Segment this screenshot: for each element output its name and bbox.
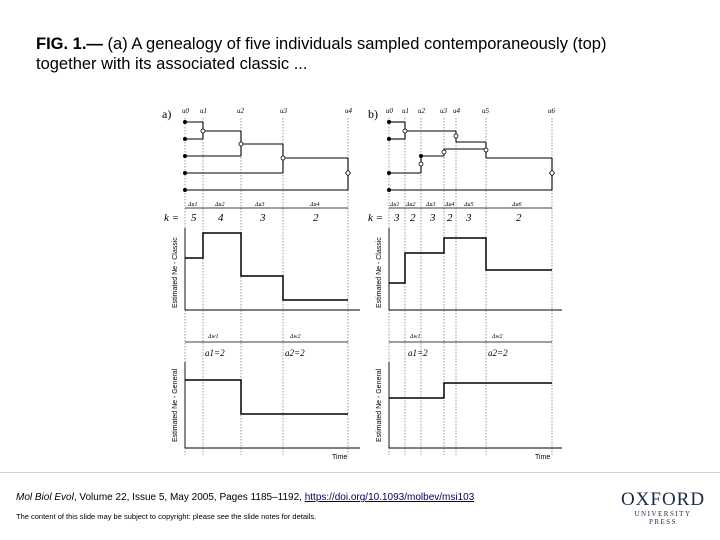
b-u-label: u4 bbox=[453, 107, 461, 115]
a-general-axes bbox=[184, 362, 360, 449]
a-classic-axes bbox=[184, 228, 360, 311]
b-genealogy bbox=[389, 121, 553, 191]
citation-details: , Volume 22, Issue 5, May 2005, Pages 11… bbox=[73, 492, 305, 503]
a-k-value: 3 bbox=[259, 212, 266, 224]
b-a-label: a1=2 bbox=[408, 348, 428, 358]
a-u-label: u1 bbox=[200, 107, 207, 115]
a-k-value: 2 bbox=[313, 212, 319, 224]
a-a-label: a2=2 bbox=[285, 348, 305, 358]
b-u-label: u2 bbox=[418, 107, 426, 115]
a-ylabel-general: Estimated Ne - General bbox=[172, 368, 179, 442]
b-k-value: 3 bbox=[465, 212, 472, 224]
b-classic-curve bbox=[389, 237, 552, 284]
a-time-guides bbox=[184, 118, 349, 455]
b-u-label: u1 bbox=[402, 107, 409, 115]
b-k-value: 3 bbox=[393, 212, 400, 224]
a-du-label: Δu1 bbox=[187, 202, 198, 208]
b-ylabel-classic: Estimated Ne - Classic bbox=[376, 237, 383, 308]
logo-sub: UNIVERSITY PRESS bbox=[634, 510, 692, 526]
b-classic-axes bbox=[388, 228, 562, 311]
a-u-label: u2 bbox=[237, 107, 245, 115]
b-a-label: a2=2 bbox=[488, 348, 508, 358]
a-classic-curve bbox=[185, 232, 348, 301]
figure: a) u0 u1 u2 u3 u4 bbox=[150, 100, 570, 470]
footer-divider bbox=[0, 472, 720, 473]
figure-label: FIG. 1.— bbox=[36, 35, 103, 53]
a-ylabel-classic: Estimated Ne - Classic bbox=[172, 237, 179, 308]
b-dw-label: Δw1 bbox=[409, 334, 421, 340]
a-genealogy bbox=[185, 121, 349, 191]
logo-main: OXFORD bbox=[620, 489, 706, 510]
figure-caption: FIG. 1.— (a) A genealogy of five individ… bbox=[36, 34, 656, 74]
b-k-value: 3 bbox=[429, 212, 436, 224]
b-du-label: Δu1 bbox=[389, 202, 400, 208]
b-k-value: 2 bbox=[410, 212, 416, 224]
b-general-axes bbox=[388, 362, 562, 449]
a-u-label: u4 bbox=[345, 107, 353, 115]
b-ylabel-general: Estimated Ne - General bbox=[376, 368, 383, 442]
b-u-label: u6 bbox=[548, 107, 556, 115]
a-du-label: Δu2 bbox=[214, 202, 225, 208]
a-k-label: k = bbox=[164, 212, 179, 224]
a-k-value: 4 bbox=[218, 212, 224, 224]
b-k-value: 2 bbox=[447, 212, 453, 224]
b-u-label: u3 bbox=[440, 107, 448, 115]
a-k-value: 5 bbox=[191, 212, 197, 224]
a-a-label: a1=2 bbox=[205, 348, 225, 358]
panel-a-label: a) bbox=[162, 107, 171, 121]
b-du-label: Δu5 bbox=[463, 202, 474, 208]
b-xlabel: Time bbox=[535, 454, 550, 461]
a-dw-label: Δw1 bbox=[207, 334, 219, 340]
b-general-curve bbox=[389, 382, 552, 399]
b-u-label: u5 bbox=[482, 107, 490, 115]
panel-b-label: b) bbox=[368, 107, 378, 121]
b-du-label: Δu3 bbox=[425, 202, 436, 208]
b-du-label: Δu6 bbox=[511, 202, 522, 208]
a-general-curve bbox=[185, 379, 348, 415]
caption-text: (a) A genealogy of five individuals samp… bbox=[36, 35, 607, 73]
b-du-label: Δu4 bbox=[444, 201, 455, 208]
a-du-label: Δu4 bbox=[309, 201, 320, 208]
panel-b: b) u0 u1 u2 u3 u4 u5 u6 bbox=[368, 107, 562, 461]
b-u-label: u0 bbox=[386, 107, 394, 115]
figure-svg: a) u0 u1 u2 u3 u4 bbox=[162, 107, 562, 461]
a-u-label: u0 bbox=[182, 107, 190, 115]
copyright-notice: The content of this slide may be subject… bbox=[16, 512, 317, 521]
oxford-logo: OXFORD UNIVERSITY PRESS bbox=[620, 489, 706, 527]
b-du-label: Δu2 bbox=[405, 202, 416, 208]
panel-a: a) u0 u1 u2 u3 u4 bbox=[162, 107, 360, 461]
citation: Mol Biol Evol, Volume 22, Issue 5, May 2… bbox=[16, 492, 474, 503]
b-k-label: k = bbox=[368, 212, 383, 224]
a-du-label: Δu3 bbox=[254, 202, 265, 208]
a-xlabel: Time bbox=[332, 454, 347, 461]
b-time-guides bbox=[388, 118, 553, 455]
doi-link[interactable]: https://doi.org/10.1093/molbev/msi103 bbox=[304, 492, 475, 503]
a-u-label: u3 bbox=[280, 107, 288, 115]
a-dw-label: Δw2 bbox=[289, 334, 301, 340]
journal-name: Mol Biol Evol bbox=[16, 492, 74, 503]
b-dw-label: Δw2 bbox=[491, 334, 503, 340]
b-k-value: 2 bbox=[516, 212, 522, 224]
